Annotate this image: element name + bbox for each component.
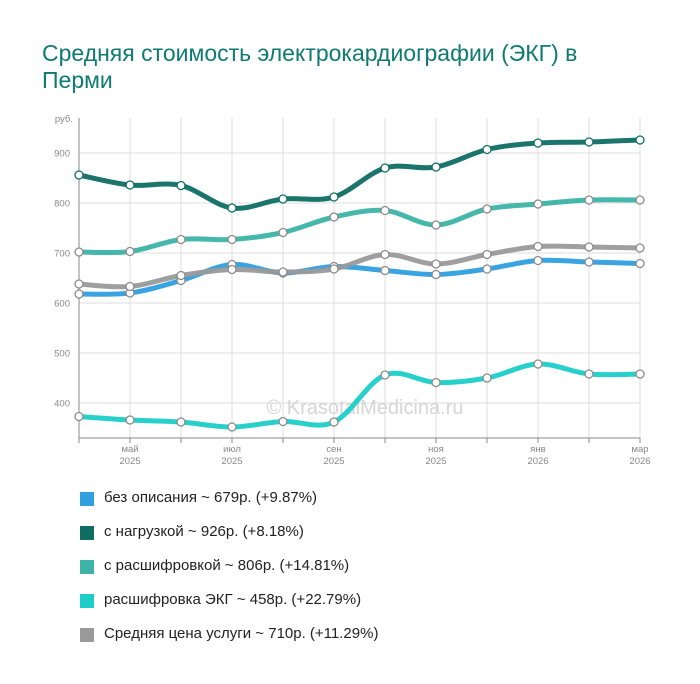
data-point [74,279,84,289]
data-point [380,205,390,216]
data-point [227,234,237,245]
y-tick-label: 700 [54,249,70,260]
data-point [278,416,288,427]
data-point [380,265,390,276]
data-point [635,135,645,145]
data-point [533,359,543,369]
data-point [431,259,441,269]
x-tick-year-label: 2025 [221,456,242,467]
data-point [278,227,288,238]
data-point [431,269,441,280]
data-point [125,281,135,292]
legend-swatch [80,492,94,506]
x-tick-year-label: 2026 [629,456,650,467]
data-point [329,264,339,274]
data-point [380,163,390,173]
data-point [380,249,390,260]
data-point [584,257,594,267]
data-point [227,422,237,432]
series-1 [74,135,645,213]
x-tick-year-label: 2026 [527,456,548,467]
series-line [76,137,643,211]
x-tick-label: июл [223,444,241,455]
data-point [74,170,84,180]
data-point [125,180,135,190]
legend-label: Средняя цена услуги ~ 710р. (+11.29%) [104,625,379,642]
x-tick-label: сен [326,444,341,455]
x-tick-year-label: 2025 [425,456,446,467]
data-point [74,411,84,422]
data-point [227,203,237,213]
data-point [329,212,339,222]
data-point [176,417,186,427]
legend-label: с нагрузкой ~ 926р. (+8.18%) [104,523,304,540]
data-point [482,144,492,155]
data-point [431,220,441,230]
data-point [533,241,543,252]
data-point [431,162,441,172]
y-tick-label: 800 [54,199,70,210]
data-point [278,194,288,204]
x-tick-year-label: 2025 [323,456,344,467]
watermark: © KrasotaiMedicina.ru [266,397,463,419]
series-2 [74,195,645,257]
line-chart: май2025июл2025сен2025ноя2025янв2026мар20… [54,114,650,467]
y-tick-label: 600 [54,299,70,310]
data-point [125,246,135,257]
data-point [278,267,288,277]
data-point [635,243,645,253]
data-point [176,234,186,245]
data-point [329,417,339,427]
y-tick-label: 500 [54,349,70,360]
data-point [635,369,645,379]
series-4 [74,241,645,292]
legend-label: с расшифровкой ~ 806р. (+14.81%) [104,557,350,574]
data-point [584,195,594,205]
data-point [635,258,645,269]
data-point [74,247,84,257]
series-3 [74,359,645,432]
data-point [482,204,492,214]
data-point [584,369,594,379]
data-point [380,370,390,380]
y-axis-label: руб. [55,114,73,125]
data-point [635,195,645,205]
data-point [584,242,594,252]
data-point [482,373,492,383]
data-point [482,249,492,260]
legend-label: расшифровка ЭКГ ~ 458р. (+22.79%) [104,591,362,608]
data-point [176,270,186,281]
y-tick-label: 900 [54,149,70,160]
data-point [533,138,543,148]
legend-swatch [80,526,94,540]
y-tick-label: 400 [54,399,70,410]
x-tick-label: май [121,444,138,455]
x-tick-label: янв [530,444,545,455]
data-point [176,180,186,191]
data-point [533,255,543,266]
data-point [431,377,441,388]
legend-swatch [80,594,94,608]
x-tick-label: мар [631,444,648,455]
data-point [74,289,84,299]
series-0 [74,255,645,299]
data-point [533,199,543,209]
chart-title: Средняя стоимость электрокардиографии (Э… [42,40,578,93]
data-point [482,264,492,274]
legend-swatch [80,560,94,574]
data-point [125,415,135,425]
x-tick-year-label: 2025 [119,456,140,467]
data-point [227,264,237,275]
data-point [329,192,339,202]
data-point [584,137,594,147]
legend-swatch [80,628,94,642]
x-tick-label: ноя [428,444,444,455]
legend-label: без описания ~ 679р. (+9.87%) [104,489,318,506]
